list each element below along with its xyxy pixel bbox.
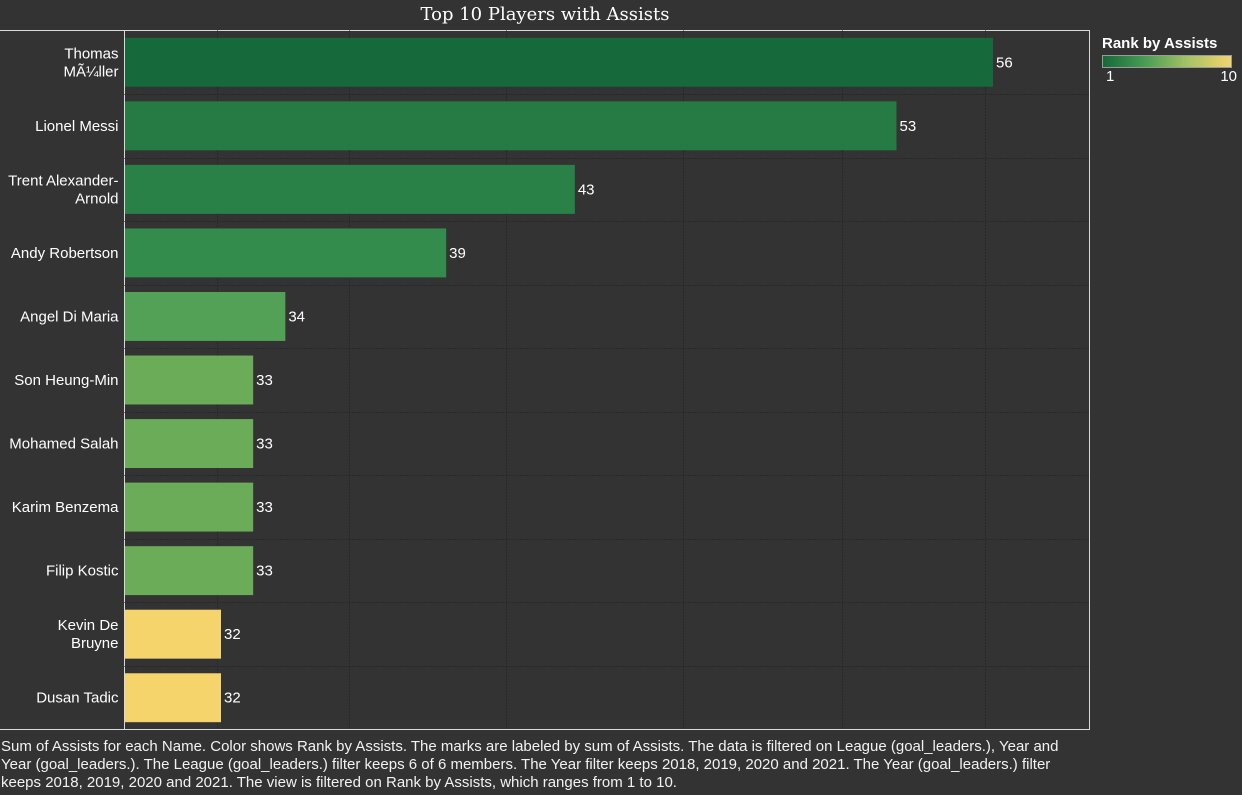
legend-title: Rank by Assists <box>1102 35 1218 52</box>
color-legend: Rank by Assists 1 10 <box>1102 35 1242 86</box>
data-label: 53 <box>900 118 917 135</box>
bar <box>125 228 447 278</box>
category-label: Angel Di Maria <box>20 308 119 325</box>
bar-chart: 56 Thomas MÃ¼ller 53 Lionel Messi 43 Trent Ale… <box>0 30 1090 730</box>
category-label-line: Dusan Tadic <box>36 690 119 707</box>
category-label: Karim Benzema <box>12 499 119 516</box>
data-label: 33 <box>256 563 273 580</box>
data-label: 43 <box>578 181 595 198</box>
category-label: Kevin De Bruyne <box>58 617 119 652</box>
category-label: Thomas MÃ¼ller <box>63 45 118 80</box>
category-label: Mohamed Salah <box>9 436 118 453</box>
bar <box>125 164 575 214</box>
category-label-line: Arnold <box>75 190 118 207</box>
data-label: 34 <box>288 308 305 325</box>
category-label-line: Thomas <box>64 45 118 62</box>
legend-min-label: 1 <box>1106 68 1115 85</box>
bar <box>125 609 221 659</box>
category-label-line: Angel Di Maria <box>20 308 119 325</box>
bar <box>125 101 897 151</box>
bar <box>125 37 993 87</box>
category-label-line: Kevin De <box>58 617 119 634</box>
category-label-line: Bruyne <box>71 635 119 652</box>
category-label-line: Trent Alexander- <box>8 172 118 189</box>
category-label: Son Heung-Min <box>14 372 118 389</box>
category-label-line: Mohamed Salah <box>9 436 118 453</box>
legend-color-ramp <box>1102 55 1232 68</box>
category-label: Lionel Messi <box>35 118 118 135</box>
category-label-line: Son Heung-Min <box>14 372 118 389</box>
data-label: 33 <box>256 436 273 453</box>
data-label: 56 <box>996 54 1013 71</box>
data-label: 32 <box>224 690 241 707</box>
category-label-line: MÃ¼ller <box>63 63 118 80</box>
bar <box>125 291 286 341</box>
category-label-line: Karim Benzema <box>12 499 119 516</box>
category-label: Filip Kostic <box>46 563 119 580</box>
chart-title: Top 10 Players with Assists <box>420 4 670 25</box>
category-label: Dusan Tadic <box>36 690 119 707</box>
data-label: 33 <box>256 499 273 516</box>
data-label: 39 <box>449 245 466 262</box>
category-label-line: Andy Robertson <box>11 245 119 262</box>
data-label: 32 <box>224 626 241 643</box>
category-label: Trent Alexander-Arnold <box>8 172 118 207</box>
data-label: 33 <box>256 372 273 389</box>
bar <box>125 419 254 469</box>
bar <box>125 673 221 723</box>
chart-caption: Sum of Assists for each Name. Color show… <box>1 738 1059 791</box>
plot-area: 56 Thomas MÃ¼ller 53 Lionel Messi 43 Trent Ale… <box>0 30 1090 730</box>
legend-labels: 1 10 <box>1102 68 1237 86</box>
bar <box>125 482 254 532</box>
category-label-line: Filip Kostic <box>46 563 119 580</box>
bar <box>125 355 254 405</box>
category-label: Andy Robertson <box>11 245 119 262</box>
bar <box>125 546 254 596</box>
category-label-line: Lionel Messi <box>35 118 118 135</box>
legend-max-label: 10 <box>1220 68 1237 85</box>
